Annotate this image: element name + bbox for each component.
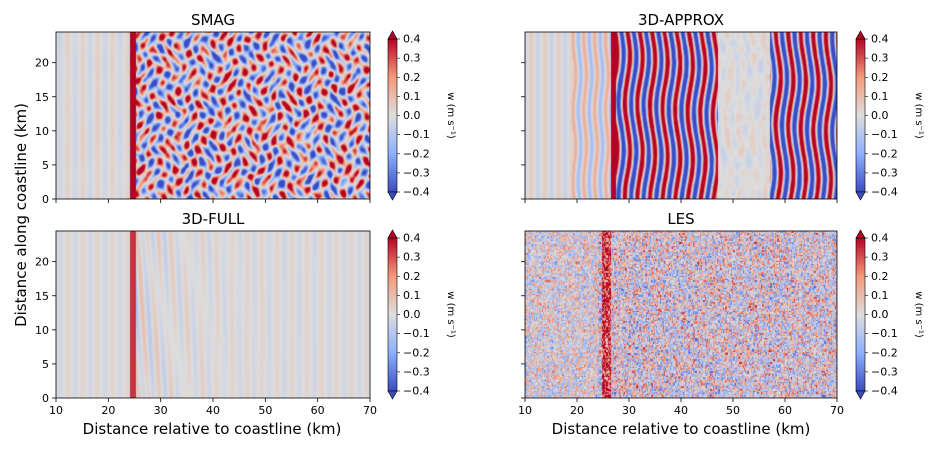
y-tick-label: 20 [35,57,49,70]
colorbar-tick-label: −0.3 [871,166,898,179]
colorbar-tick-label: 0.3 [403,251,421,264]
heatmap-field [525,231,837,398]
y-tick-label: 10 [35,324,49,337]
colorbar-gradient [387,237,398,392]
colorbar-tick-label: 0.4 [403,33,421,46]
x-tick-label: 50 [726,404,740,417]
panel-title: 3D-APPROX [638,11,724,29]
x-tick-label: 70 [830,404,844,417]
colorbar-tick-label: −0.1 [871,327,898,340]
x-tick-label: 60 [778,404,792,417]
colorbar-extend-min [855,191,866,201]
colorbar-tick-label: −0.4 [403,186,430,199]
colorbar-tick-label: 0.0 [403,308,421,321]
colorbar-tick-label: 0.3 [871,52,889,65]
colorbar-label: w (m s⁻¹) [445,291,456,338]
x-tick-label: 10 [49,404,63,417]
colorbar-tick-label: −0.1 [403,128,430,141]
colorbar-extend-max [387,30,398,40]
colorbar: 0.4 0.3 0.2 0.1 0.0 −0.1 −0.2 −0.3 −0.4 w (m s⁻¹) [387,229,456,400]
colorbar-tick-label: 0.4 [871,232,889,245]
x-tick-label: 10 [518,404,532,417]
panel-3d-approx: 3D-APPROX 0.4 0.3 0.2 0.1 0.0 −0.1 −0.2 −0.3 −0.4… [521,11,924,203]
x-tick-label: 20 [570,404,584,417]
heatmap-field [56,32,370,199]
colorbar-gradient [855,237,866,392]
x-tick-label: 40 [206,404,220,417]
x-tick-label: 60 [311,404,325,417]
colorbar-tick-label: −0.2 [871,346,898,359]
colorbar-tick-label: −0.4 [403,385,430,398]
colorbar-tick-label: 0.0 [871,308,889,321]
colorbar-extend-max [855,30,866,40]
colorbar-tick-label: 0.4 [403,232,421,245]
colorbar-extend-max [387,229,398,239]
colorbar-tick-label: −0.2 [403,346,430,359]
y-tick-label: 5 [42,159,49,172]
colorbar-extend-min [855,390,866,400]
colorbar-tick-label: 0.2 [403,270,421,283]
colorbar-tick-label: 0.2 [403,71,421,84]
colorbar-gradient [855,38,866,193]
y-tick-label: 10 [35,125,49,138]
colorbar-tick-label: −0.4 [871,385,898,398]
colorbar-tick-label: 0.0 [871,109,889,122]
colorbar-tick-label: 0.1 [871,90,889,103]
colorbar-tick-label: −0.1 [403,327,430,340]
panel-les: LES 10 20 30 40 50 60 70 0.4 0.3 0.2 0.1 0.0 −0.1 −0.2… [518,210,924,417]
x-tick-label: 30 [622,404,636,417]
colorbar-label: w (m s⁻¹) [445,92,456,139]
colorbar-tick-label: 0.2 [871,270,889,283]
y-tick-label: 15 [35,91,49,104]
colorbar-tick-label: 0.1 [403,289,421,302]
colorbar-tick-label: −0.3 [403,365,430,378]
colorbar-extend-max [855,229,866,239]
y-tick-label: 0 [42,193,49,206]
colorbar: 0.4 0.3 0.2 0.1 0.0 −0.1 −0.2 −0.3 −0.4 w (m s⁻¹) [855,229,924,400]
colorbar-tick-label: 0.3 [871,251,889,264]
colorbar-tick-label: −0.2 [871,147,898,160]
colorbar-tick-label: 0.1 [403,90,421,103]
colorbar-tick-label: −0.3 [871,365,898,378]
colorbar: 0.4 0.3 0.2 0.1 0.0 −0.1 −0.2 −0.3 −0.4 w (m s⁻¹) [387,30,456,201]
colorbar-tick-label: 0.0 [403,109,421,122]
colorbar-label: w (m s⁻¹) [913,291,924,338]
heatmap-field [56,231,370,398]
x-tick-label: 70 [363,404,377,417]
colorbar-tick-label: −0.1 [871,128,898,141]
y-axis-label: Distance along coastline (km) [12,103,30,327]
colorbar-extend-min [387,191,398,201]
y-tick-label: 15 [35,290,49,303]
colorbar-label: w (m s⁻¹) [913,92,924,139]
heatmap-field [525,32,837,199]
panel-title: SMAG [191,11,235,29]
x-tick-label: 20 [101,404,115,417]
x-tick-label: 50 [258,404,272,417]
colorbar-tick-label: 0.1 [871,289,889,302]
y-tick-label: 20 [35,256,49,269]
y-tick-label: 5 [42,358,49,371]
panel-title: 3D-FULL [182,210,245,228]
colorbar-tick-label: 0.4 [871,33,889,46]
panel-title: LES [667,210,694,228]
colorbar-extend-min [387,390,398,400]
colorbar-tick-label: 0.3 [403,52,421,65]
x-tick-label: 40 [674,404,688,417]
colorbar-tick-label: −0.4 [871,186,898,199]
x-axis-label-left: Distance relative to coastline (km) [83,420,342,438]
panel-smag: SMAG 0 5 10 15 20 0.4 0.3 0.2 0.1 0.0 −0.1 −0.2 −0.3 −… [35,11,456,206]
colorbar-tick-label: −0.3 [403,166,430,179]
colorbar-tick-label: −0.2 [403,147,430,160]
colorbar-gradient [387,38,398,193]
x-tick-label: 30 [154,404,168,417]
colorbar: 0.4 0.3 0.2 0.1 0.0 −0.1 −0.2 −0.3 −0.4 w (m s⁻¹) [855,30,924,201]
colorbar-tick-label: 0.2 [871,71,889,84]
x-axis-label-right: Distance relative to coastline (km) [552,420,811,438]
y-tick-label: 0 [42,392,49,405]
